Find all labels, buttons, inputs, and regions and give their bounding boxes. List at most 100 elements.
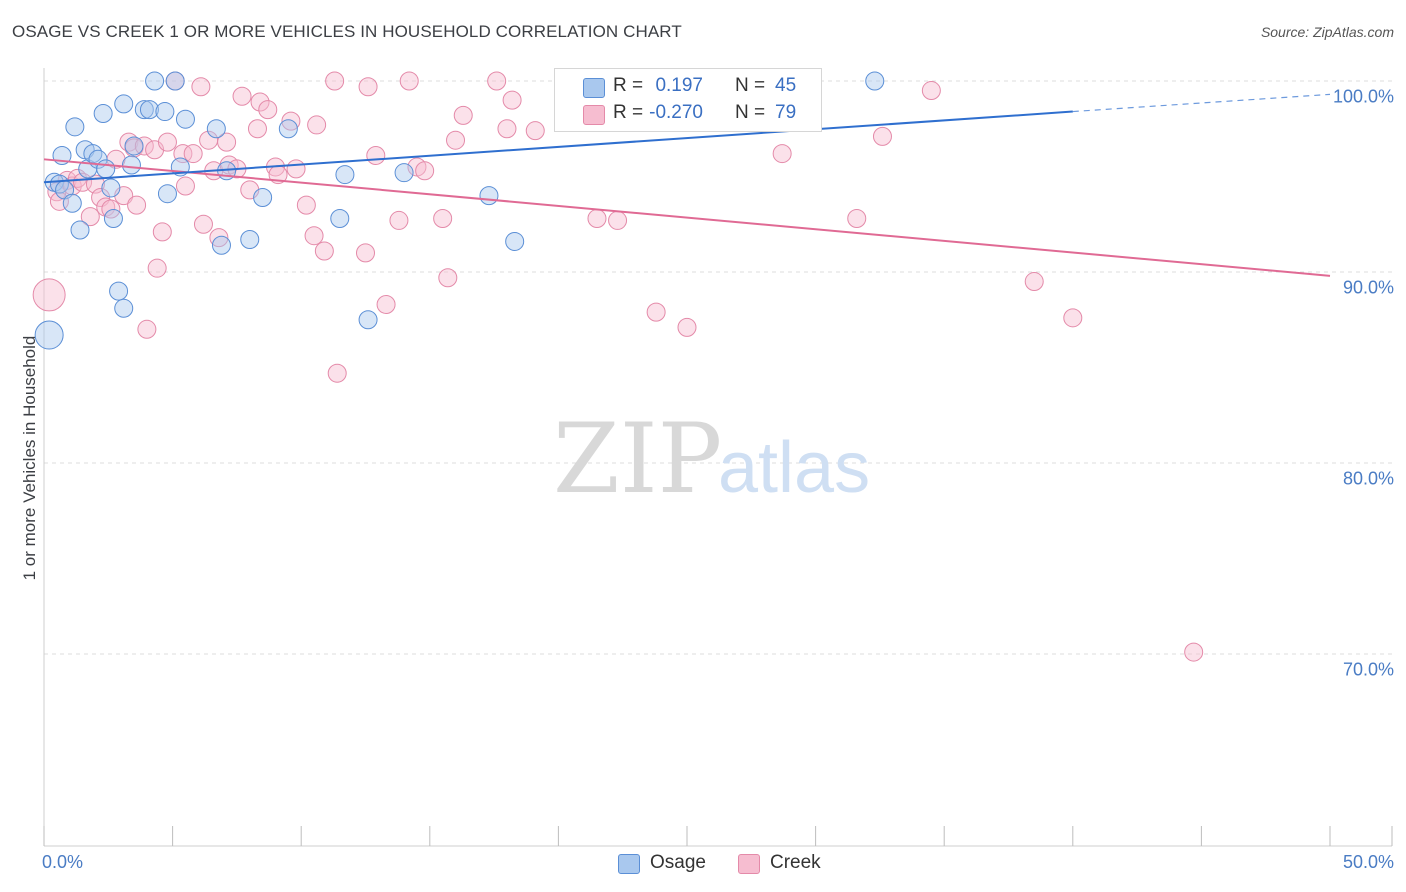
creek-trend-line [43, 158, 1331, 277]
osage-point [278, 119, 298, 139]
creek-point [389, 210, 409, 230]
creek-point [183, 144, 203, 164]
creek-point [217, 132, 237, 152]
chart-title: OSAGE VS CREEK 1 OR MORE VEHICLES IN HOU… [12, 22, 682, 41]
osage-r-label: R = [613, 75, 644, 96]
osage-point [103, 209, 123, 229]
watermark-zip: ZIP [553, 403, 722, 515]
osage-point [145, 71, 165, 91]
creek-point [497, 119, 517, 139]
creek-points [32, 71, 1204, 662]
osage-point [139, 100, 159, 120]
creek-point [438, 268, 458, 288]
creek-point [134, 136, 154, 156]
creek-r-value: -0.270 [649, 102, 703, 123]
creek-point [1063, 308, 1083, 328]
osage-point [206, 119, 226, 139]
y-tick-label: 100.0% [1332, 86, 1394, 107]
osage-point [253, 188, 273, 208]
creek-point [446, 130, 466, 150]
osage-point [240, 230, 260, 250]
x-tick-label-min: 0.0% [42, 852, 84, 872]
osage-point [109, 281, 129, 301]
osage-trend-extension [1072, 93, 1331, 113]
creek-point [137, 319, 157, 339]
y-tick-label: 90.0% [1342, 277, 1394, 298]
creek-point [307, 115, 327, 135]
creek-point [358, 77, 378, 97]
osage-swatch [583, 78, 605, 98]
osage-trend-line [43, 110, 1073, 184]
osage-point [93, 103, 113, 123]
creek-point [415, 161, 435, 181]
creek-n-label: N = [735, 102, 766, 123]
creek-point [193, 214, 213, 234]
osage-point [211, 235, 231, 255]
osage-point [114, 298, 134, 318]
creek-point [399, 71, 419, 91]
creek-point [250, 92, 270, 112]
creek-point [152, 222, 172, 242]
creek-point [157, 132, 177, 152]
creek-point [296, 195, 316, 215]
creek-point [247, 119, 267, 139]
osage-point [865, 71, 885, 91]
y-tick-label: 80.0% [1342, 468, 1394, 489]
creek-point [1024, 272, 1044, 292]
creek-point [677, 317, 697, 337]
osage-point [505, 231, 525, 251]
osage-point [62, 193, 82, 213]
osage-point [394, 163, 414, 183]
creek-point [325, 71, 345, 91]
osage-point [358, 310, 378, 330]
creek-point [646, 302, 666, 322]
osage-point [121, 155, 141, 175]
creek-point [587, 209, 607, 229]
creek-point [32, 278, 66, 312]
osage-point [101, 178, 121, 198]
osage-point [134, 100, 154, 120]
creek-point [232, 86, 252, 106]
osage-point [479, 186, 499, 206]
creek-point [80, 207, 100, 227]
bottom-creek-label: Creek [770, 852, 821, 873]
trend-lines [43, 93, 1331, 277]
osage-point [330, 209, 350, 229]
osage-point [175, 109, 195, 129]
creek-point [147, 258, 167, 278]
y-tick-label: 70.0% [1342, 659, 1394, 680]
creek-r-label: R = [613, 102, 644, 123]
osage-point [157, 184, 177, 204]
creek-point [258, 100, 278, 120]
creek-point [376, 294, 396, 314]
axes [43, 68, 1393, 847]
correlation-legend: R = 0.197 N = 45 R = -0.270 N = 79 [554, 68, 822, 132]
osage-point [335, 165, 355, 185]
creek-point [525, 121, 545, 141]
osage-point [165, 71, 185, 91]
creek-point [608, 210, 628, 230]
creek-point [356, 243, 375, 263]
creek-point [314, 241, 334, 261]
osage-n-label: N = [735, 75, 766, 96]
osage-r-value: 0.197 [655, 75, 703, 96]
creek-point [847, 209, 867, 229]
bottom-osage-label: Osage [650, 852, 706, 873]
creek-point [366, 145, 386, 165]
osage-point [96, 159, 116, 179]
bottom-creek-swatch [738, 854, 760, 874]
creek-point [119, 132, 139, 152]
osage-point [83, 144, 103, 164]
creek-point [487, 71, 507, 91]
x-tick-label-max: 50.0% [1342, 852, 1394, 872]
creek-point [433, 209, 453, 229]
creek-point [327, 363, 347, 383]
creek-point [772, 144, 792, 164]
osage-point [34, 320, 64, 350]
creek-point [209, 228, 229, 248]
creek-point [175, 176, 195, 196]
creek-point [191, 77, 211, 97]
creek-n-value: 79 [775, 102, 797, 123]
osage-n-value: 45 [775, 75, 797, 96]
creek-point [304, 226, 324, 246]
